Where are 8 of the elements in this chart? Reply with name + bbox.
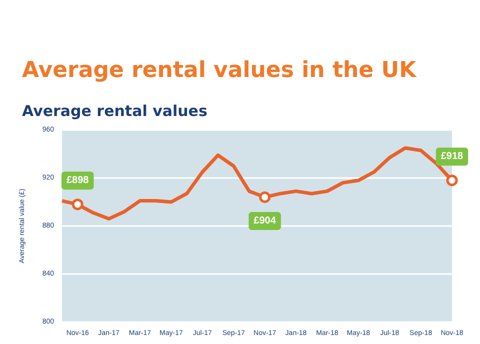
- chart-subtitle: Average rental values: [22, 102, 208, 120]
- point: [446, 174, 458, 186]
- point: [72, 198, 84, 210]
- chart-title: Average rental values in the UK: [22, 58, 416, 83]
- data-label: £904: [254, 215, 276, 226]
- data-label: £918: [440, 151, 464, 162]
- data-label: £898: [66, 175, 90, 186]
- point: [259, 191, 271, 203]
